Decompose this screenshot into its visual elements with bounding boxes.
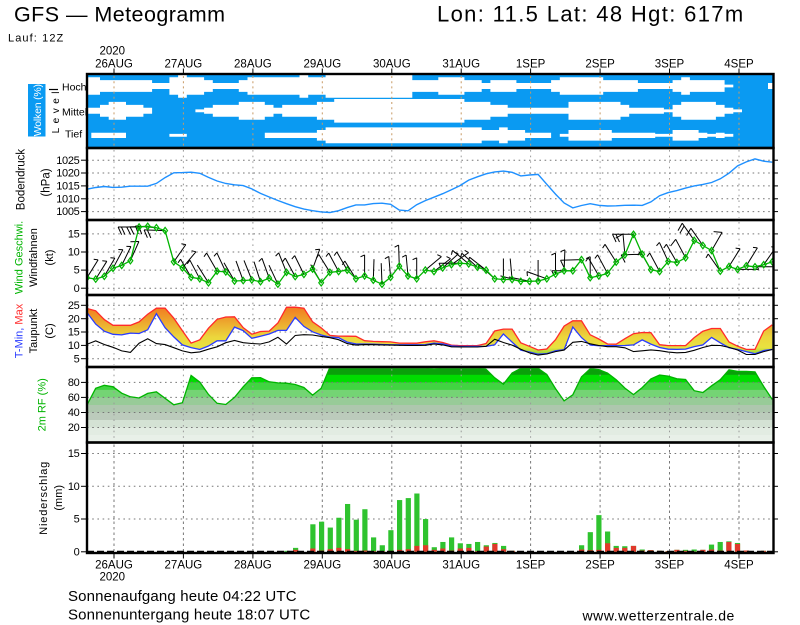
svg-text:4SEP: 4SEP xyxy=(724,560,754,572)
svg-text:Hoch: Hoch xyxy=(62,82,87,94)
svg-text:5: 5 xyxy=(74,265,80,277)
svg-text:0: 0 xyxy=(74,283,80,295)
svg-text:29AUG: 29AUG xyxy=(303,59,341,71)
svg-text:30AUG: 30AUG xyxy=(373,560,411,572)
svg-text:Windfahnen: Windfahnen xyxy=(28,228,40,287)
svg-text:Mittel: Mittel xyxy=(62,107,87,119)
svg-text:3SEP: 3SEP xyxy=(655,560,685,572)
svg-text:1025: 1025 xyxy=(56,155,79,167)
svg-text:5: 5 xyxy=(74,353,80,365)
svg-text:27AUG: 27AUG xyxy=(165,59,203,71)
svg-text:2020: 2020 xyxy=(100,46,126,58)
svg-text:28AUG: 28AUG xyxy=(234,560,272,572)
svg-text:2m RF (%): 2m RF (%) xyxy=(37,378,49,431)
svg-text:(C): (C) xyxy=(44,323,56,338)
svg-text:5: 5 xyxy=(74,514,80,526)
svg-text:1010: 1010 xyxy=(56,193,79,205)
svg-text:Lon: 11.5 Lat: 48 Hgt: 617m: Lon: 11.5 Lat: 48 Hgt: 617m xyxy=(437,1,745,26)
svg-text:27AUG: 27AUG xyxy=(165,560,203,572)
svg-text:1SEP: 1SEP xyxy=(516,560,546,572)
svg-text:2SEP: 2SEP xyxy=(585,560,615,572)
svg-text:Wolken (%): Wolken (%) xyxy=(32,84,44,136)
svg-text:28AUG: 28AUG xyxy=(234,59,272,71)
svg-text:1005: 1005 xyxy=(56,206,79,218)
svg-text:(hPa): (hPa) xyxy=(41,168,53,196)
svg-text:15: 15 xyxy=(68,327,80,339)
svg-text:2SEP: 2SEP xyxy=(585,59,615,71)
svg-text:25: 25 xyxy=(68,300,80,312)
svg-text:26AUG: 26AUG xyxy=(95,560,133,572)
svg-text:15: 15 xyxy=(68,229,80,241)
svg-text:Sonnenuntergang heute 18:07 UT: Sonnenuntergang heute 18:07 UTC xyxy=(68,607,310,624)
svg-text:31AUG: 31AUG xyxy=(442,59,480,71)
svg-text:1020: 1020 xyxy=(56,168,79,180)
svg-text:10: 10 xyxy=(68,247,80,259)
svg-text:Bodendruck: Bodendruck xyxy=(16,149,28,211)
svg-text:(mm): (mm) xyxy=(53,485,65,511)
svg-text:Taupunkt: Taupunkt xyxy=(28,309,40,354)
svg-text:T-Min, Max: T-Min, Max xyxy=(14,303,26,358)
svg-text:20: 20 xyxy=(68,313,80,325)
svg-text:31AUG: 31AUG xyxy=(442,560,480,572)
svg-text:0: 0 xyxy=(74,546,80,558)
svg-text:30AUG: 30AUG xyxy=(373,59,411,71)
svg-text:20: 20 xyxy=(68,422,80,434)
svg-text:Tief: Tief xyxy=(65,129,82,141)
svg-text:2020: 2020 xyxy=(100,572,126,584)
svg-text:GFS — Meteogramm: GFS — Meteogramm xyxy=(14,2,226,26)
svg-text:Sonnenaufgang heute 04:22 UTC: Sonnenaufgang heute 04:22 UTC xyxy=(68,588,297,605)
svg-text:26AUG: 26AUG xyxy=(95,59,133,71)
svg-text:29AUG: 29AUG xyxy=(303,560,341,572)
svg-text:1SEP: 1SEP xyxy=(516,59,546,71)
svg-text:80: 80 xyxy=(68,377,80,389)
svg-text:Level: Level xyxy=(51,87,62,133)
svg-text:40: 40 xyxy=(68,407,80,419)
svg-text:4SEP: 4SEP xyxy=(724,59,754,71)
svg-text:3SEP: 3SEP xyxy=(655,59,685,71)
svg-text:Lauf: 12Z: Lauf: 12Z xyxy=(8,33,64,45)
svg-text:www.wetterzentrale.de: www.wetterzentrale.de xyxy=(582,608,735,624)
svg-text:10: 10 xyxy=(68,481,80,493)
svg-text:Wind Geschwi.: Wind Geschwi. xyxy=(14,221,26,294)
svg-text:15: 15 xyxy=(68,448,80,460)
svg-text:1015: 1015 xyxy=(56,181,79,193)
svg-text:Niederschlag: Niederschlag xyxy=(38,461,50,535)
svg-text:10: 10 xyxy=(68,340,80,352)
svg-text:(kt): (kt) xyxy=(44,250,56,266)
svg-text:60: 60 xyxy=(68,392,80,404)
